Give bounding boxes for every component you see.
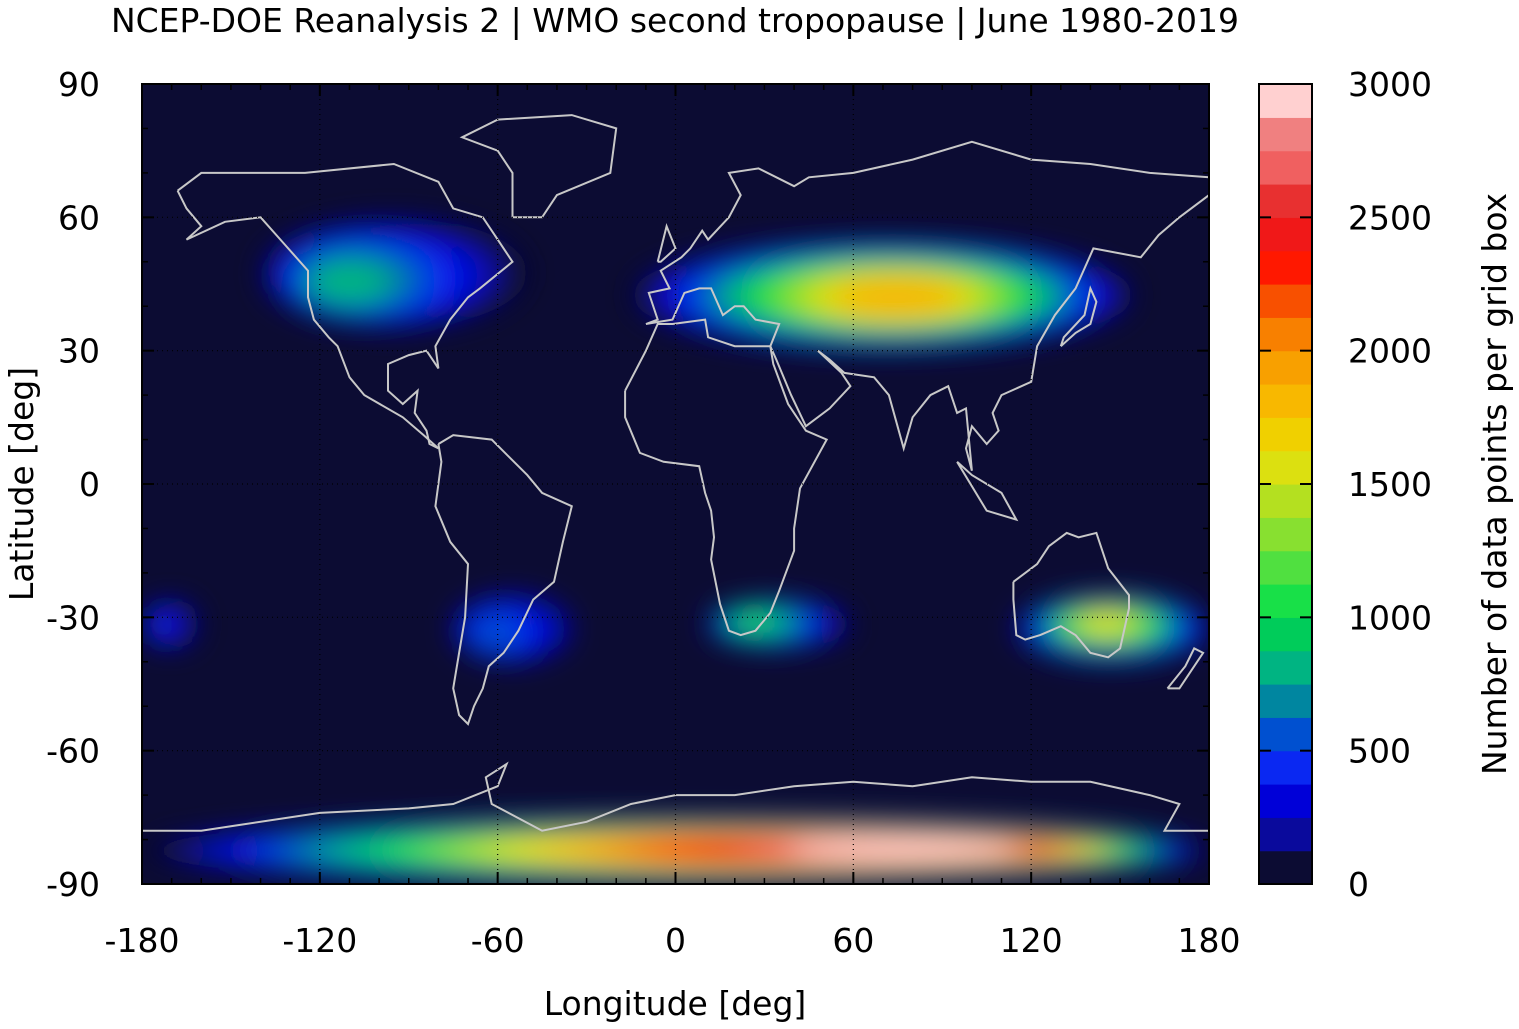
density-region (142, 599, 202, 649)
density-level (149, 614, 172, 638)
x-tick-label: 60 (832, 921, 874, 960)
colorbar-swatch (1259, 250, 1312, 285)
colorbar-swatch (1259, 117, 1312, 152)
colorbar-swatch (1259, 217, 1312, 252)
colorbar-tick-label: 500 (1348, 732, 1411, 771)
colorbar-tick-label: 1000 (1348, 598, 1432, 637)
y-tick-label: 90 (58, 65, 100, 104)
colorbar-tick-label: 2500 (1348, 198, 1432, 237)
coastline (1059, 285, 1098, 347)
colorbar-swatch (1259, 784, 1312, 818)
colorbar-swatch (1259, 84, 1312, 118)
colorbar-swatch (1259, 350, 1312, 385)
density-level (788, 837, 1017, 860)
colorbar-tick-label: 1500 (1348, 465, 1432, 504)
coastline (176, 162, 514, 450)
coastline (624, 318, 829, 637)
colorbar-swatch (1259, 450, 1312, 485)
colorbar-swatch (1259, 317, 1312, 352)
y-axis-title: Latitude [deg] (2, 367, 41, 601)
coastline (142, 761, 1209, 832)
colorbar-swatch (1259, 517, 1312, 552)
colorbar-swatch (1259, 150, 1312, 185)
x-tick-label: 180 (1178, 921, 1241, 960)
coastline (1012, 531, 1130, 659)
colorbar-axis: 0 500 1000 1500 2000 2500 3000 (1259, 65, 1432, 904)
y-tick-label: -60 (46, 732, 100, 771)
coastline (645, 140, 1209, 471)
colorbar-swatch (1259, 417, 1312, 452)
coastline (656, 222, 677, 263)
colorbar-swatch (1259, 284, 1312, 318)
coastlines (142, 114, 1209, 832)
x-tick-label: 120 (1000, 921, 1063, 960)
x-tick-label: -120 (282, 921, 357, 960)
density-region (1016, 595, 1209, 662)
x-tick-label: -60 (471, 921, 525, 960)
colorbar-swatch (1259, 717, 1312, 752)
colorbar-swatch (1259, 550, 1312, 585)
x-tick-label: 0 (665, 921, 686, 960)
y-tick-label: 30 (58, 332, 100, 371)
density-region (142, 817, 1209, 884)
coastline (1166, 647, 1205, 690)
colorbar-swatch (1259, 617, 1312, 652)
density-region (260, 217, 528, 329)
density-level (1081, 610, 1130, 635)
coastline (459, 114, 618, 219)
y-tick-label: -90 (46, 865, 100, 904)
density-level (837, 277, 956, 317)
colorbar-swatch (1259, 817, 1312, 852)
y-tick-label: -30 (46, 598, 100, 637)
colorbar (1258, 83, 1313, 885)
colorbar-tick-label: 3000 (1348, 65, 1432, 104)
colorbar-swatch (1259, 684, 1312, 718)
y-axis: 90 60 30 0 -30 -60 -90 (46, 65, 1209, 904)
density-level (308, 260, 388, 305)
density-layer (142, 217, 1209, 884)
x-axis: -180 -120 -60 0 60 120 180 (105, 84, 1241, 960)
density-region (453, 595, 572, 662)
density-region (631, 239, 1135, 351)
colorbar-swatch (1259, 750, 1312, 785)
colorbar-title: Number of data points per grid box (1475, 193, 1514, 775)
colorbar-tick-label: 2000 (1348, 332, 1432, 371)
coastline (434, 434, 573, 726)
y-tick-label: 60 (58, 198, 100, 237)
colorbar-swatch (1259, 484, 1312, 518)
coastline (956, 461, 1019, 522)
colorbar-swatch (1259, 850, 1312, 885)
colorbar-tick-label: 0 (1348, 865, 1369, 904)
y-tick-label: 0 (79, 465, 100, 504)
colorbar-swatch (1259, 384, 1312, 418)
colorbar-swatch (1259, 184, 1312, 218)
x-tick-label: -180 (105, 921, 180, 960)
chart-title: NCEP-DOE Reanalysis 2 | WMO second tropo… (110, 1, 1240, 40)
density-region (705, 599, 854, 649)
density-level (474, 617, 520, 650)
colorbar-swatch (1259, 650, 1312, 685)
grid (142, 84, 1209, 884)
x-axis-title: Longitude [deg] (544, 984, 807, 1023)
colorbar-swatch (1259, 584, 1312, 618)
